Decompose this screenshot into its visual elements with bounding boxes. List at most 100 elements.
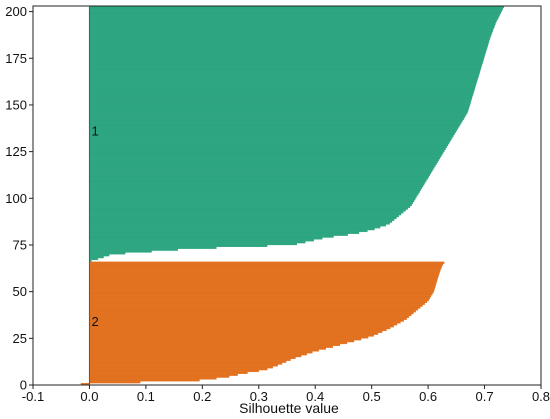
cluster-1-bar xyxy=(89,147,446,150)
x-tick-label: 0.8 xyxy=(532,389,550,404)
y-tick-label: 200 xyxy=(5,4,27,19)
cluster-1-bar xyxy=(89,256,104,259)
cluster-2-bar xyxy=(89,345,334,348)
cluster-1-bar xyxy=(89,50,487,53)
cluster-1-bar xyxy=(89,151,444,154)
cluster-2-bar xyxy=(89,368,268,371)
cluster-1-bar xyxy=(89,214,399,218)
cluster-1-bar xyxy=(89,48,487,51)
y-tick-label: 0 xyxy=(20,378,27,393)
cluster-2-bar xyxy=(89,364,278,367)
cluster-2-bar xyxy=(89,340,355,343)
cluster-1-bar xyxy=(89,41,489,44)
cluster-1-bar xyxy=(89,59,484,63)
cluster-1-bar xyxy=(89,31,493,35)
cluster-1-bar xyxy=(89,144,449,147)
cluster-1-bar xyxy=(89,233,348,236)
cluster-2-bar xyxy=(89,351,313,354)
cluster-1-bar xyxy=(89,114,467,117)
cluster-1-bar xyxy=(89,177,428,180)
cluster-1-bar xyxy=(89,52,486,55)
cluster-1-bar xyxy=(89,86,476,89)
cluster-2-bar xyxy=(89,306,421,309)
cluster-label-2: 2 xyxy=(91,314,98,329)
cluster-2-bar xyxy=(89,315,410,318)
cluster-2-bar xyxy=(89,274,439,277)
cluster-1-bar xyxy=(89,134,454,137)
cluster-1-bar xyxy=(89,30,493,33)
cluster-1-bar xyxy=(89,121,462,124)
y-tick-label: 75 xyxy=(13,237,27,252)
cluster-1-bar xyxy=(89,153,443,156)
x-tick-label: -0.1 xyxy=(22,389,44,404)
cluster-2-bar xyxy=(89,285,436,289)
cluster-1-bar xyxy=(89,104,470,107)
cluster-1-bar xyxy=(89,246,217,249)
y-tick-label: 175 xyxy=(5,51,27,66)
cluster-1-bar xyxy=(89,173,430,177)
cluster-2-bar xyxy=(89,265,443,268)
cluster-2-bar xyxy=(89,326,391,330)
cluster-2-bar xyxy=(89,284,436,287)
cluster-2-bar xyxy=(89,282,437,285)
plot-frame xyxy=(32,5,542,386)
cluster-label-1: 1 xyxy=(91,124,98,139)
cluster-2-bar xyxy=(89,298,429,302)
cluster-2-bar xyxy=(89,347,326,350)
cluster-1-bar xyxy=(89,123,461,126)
cluster-2-bar xyxy=(89,319,404,322)
cluster-2-bar xyxy=(89,349,319,352)
cluster-1-bar xyxy=(89,78,478,81)
cluster-1-bar xyxy=(89,82,477,85)
cluster-1-bar xyxy=(89,229,368,233)
cluster-1-bar xyxy=(89,106,470,109)
cluster-1-bar xyxy=(89,198,416,201)
cluster-1-bar xyxy=(89,9,503,12)
cluster-1-bar xyxy=(89,35,491,38)
cluster-1-bar xyxy=(89,248,179,251)
cluster-1-bar xyxy=(89,80,478,83)
cluster-1-bar xyxy=(89,205,411,208)
cluster-1-bar xyxy=(89,149,445,152)
cluster-2-bar xyxy=(89,302,425,305)
cluster-1-bar xyxy=(89,207,408,210)
cluster-1-bar xyxy=(89,110,469,113)
cluster-1-bar xyxy=(89,63,483,66)
cluster-2-bar xyxy=(89,369,259,373)
cluster-2-bar xyxy=(89,261,445,264)
cluster-1-bar xyxy=(89,91,474,94)
y-axis-ticks: 0 25 50 75 100 125 150 175 200 xyxy=(5,4,33,393)
cluster-1-bar xyxy=(89,125,460,128)
cluster-2-bar xyxy=(89,291,434,294)
cluster-2-bar xyxy=(89,358,291,361)
cluster-2-bar xyxy=(89,375,230,378)
y-tick-label: 50 xyxy=(13,284,27,299)
cluster-1-bar xyxy=(89,186,423,190)
cluster-1-bar xyxy=(89,67,482,70)
cluster-1-bar xyxy=(89,209,406,212)
cluster-1-bar xyxy=(89,97,473,100)
cluster-1-bar xyxy=(89,39,490,42)
cluster-2-bar xyxy=(89,280,438,283)
cluster-1-bar xyxy=(89,235,334,238)
cluster-2-bar xyxy=(89,362,283,365)
cluster-2-bar xyxy=(89,313,412,317)
cluster-1-bar xyxy=(89,28,494,31)
cluster-2-bar xyxy=(89,354,302,358)
cluster-1-bar xyxy=(89,160,438,163)
cluster-1-bar xyxy=(89,250,152,253)
cluster-1-bar xyxy=(89,33,492,37)
cluster-2-bar xyxy=(89,366,274,369)
cluster-1-bar xyxy=(89,181,426,184)
cluster-1-bar xyxy=(89,73,480,76)
cluster-1-bar xyxy=(89,224,386,227)
cluster-1-bar xyxy=(89,185,424,188)
x-tick-label: 0.4 xyxy=(306,389,324,404)
cluster-1-bar xyxy=(89,194,418,197)
cluster-2-bar xyxy=(89,278,438,281)
y-tick-label: 150 xyxy=(5,97,27,112)
cluster-2-bar xyxy=(89,328,387,332)
cluster-1-bar xyxy=(89,84,476,87)
cluster-1-bar xyxy=(89,102,471,106)
cluster-1-bar xyxy=(89,22,496,25)
